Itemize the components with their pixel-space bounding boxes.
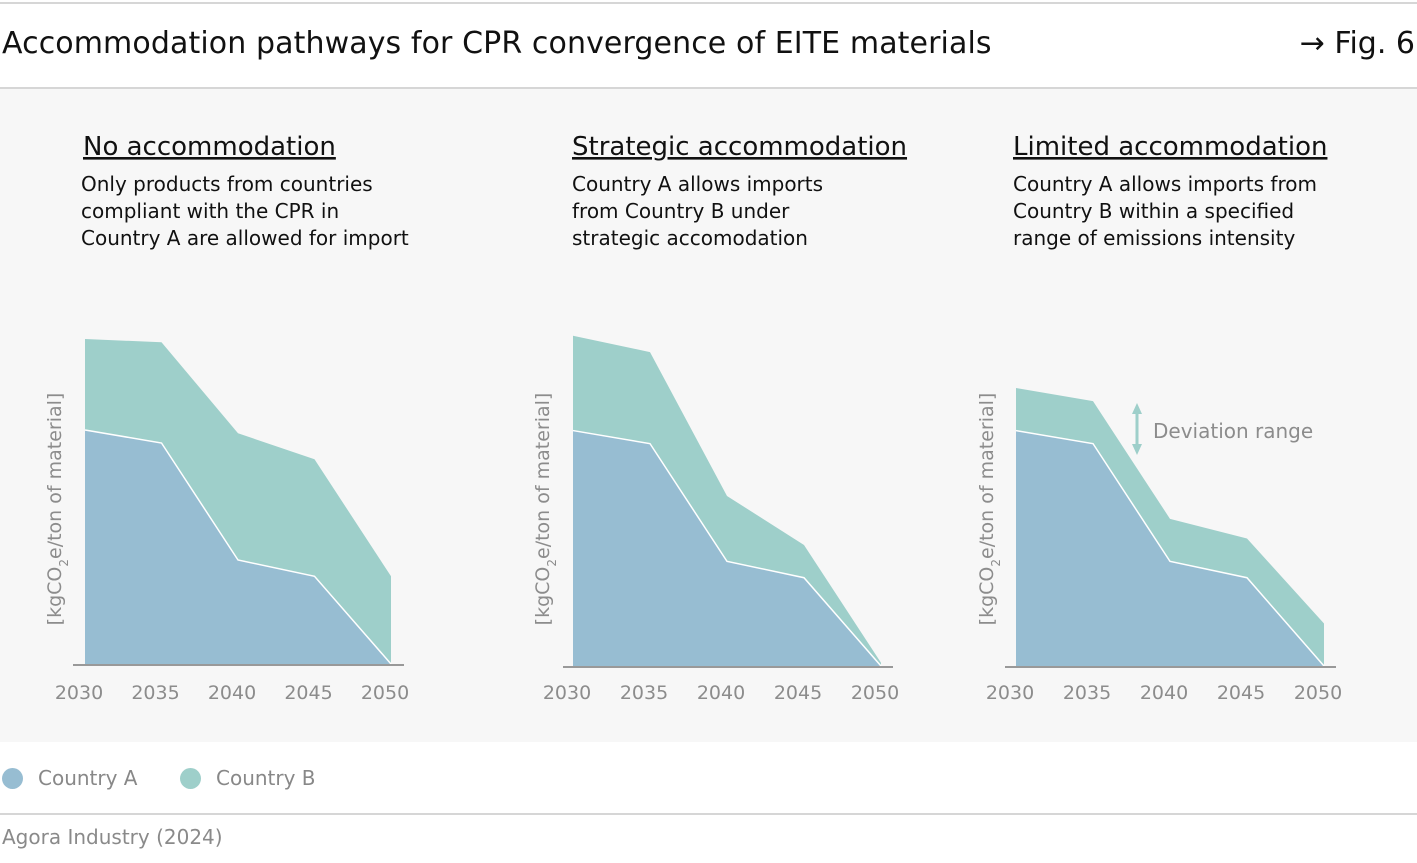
legend-item-country-a: Country A xyxy=(2,766,138,790)
chart-3-x-tick-label: 2045 xyxy=(1217,682,1265,704)
legend-label-country-a: Country A xyxy=(38,766,138,790)
legend-swatch-country-b xyxy=(180,767,201,789)
chart-2-title: Strategic accommodation xyxy=(572,132,907,162)
chart-1-title: No accommodation xyxy=(83,132,336,162)
chart-2-x-tick-label: 2045 xyxy=(774,682,822,704)
chart-3-subtitle-line: range of emissions intensity xyxy=(1013,226,1295,250)
chart-1-x-tick-label: 2035 xyxy=(131,682,179,704)
legend-label-country-b: Country B xyxy=(216,766,316,790)
chart-1-subtitle-line: Country A are allowed for import xyxy=(81,226,409,250)
legend-swatch-country-a xyxy=(2,767,23,789)
top-divider xyxy=(0,2,1417,4)
chart-3-deviation-arrow-up xyxy=(1132,403,1142,414)
chart-1-line-country-a xyxy=(84,429,392,665)
figure-reference: → Fig. 6 xyxy=(1299,26,1415,61)
page-title: Accommodation pathways for CPR convergen… xyxy=(2,26,992,61)
chart-1-x-tick-label: 2050 xyxy=(361,682,409,704)
chart-1-subtitle-line: Only products from countries xyxy=(81,172,373,196)
chart-1-y-axis-label: [kgCO2e/ton of material] xyxy=(44,393,71,626)
chart-2-x-tick-label: 2050 xyxy=(851,682,899,704)
chart-2-x-tick-label: 2040 xyxy=(697,682,745,704)
chart-3-x-tick-label: 2035 xyxy=(1063,682,1111,704)
chart-1-area-country-a xyxy=(85,430,391,664)
chart-2-subtitle-line: Country A allows imports xyxy=(572,172,823,196)
chart-3-line-country-a xyxy=(1015,429,1325,667)
chart-2-y-axis-label: [kgCO2e/ton of material] xyxy=(532,393,559,626)
chart-3-area-country-a xyxy=(1016,430,1324,666)
chart-3-x-tick-label: 2050 xyxy=(1294,682,1342,704)
chart-2-area-country-a xyxy=(573,430,881,666)
bottom-divider xyxy=(0,813,1417,815)
chart-3-x-tick-label: 2030 xyxy=(986,682,1034,704)
source-note: Agora Industry (2024) xyxy=(2,825,223,849)
chart-3-title: Limited accommodation xyxy=(1013,132,1327,162)
chart-2-line-country-a xyxy=(572,429,882,667)
chart-3-deviation-arrow-down xyxy=(1132,444,1142,455)
chart-2-subtitle-line: strategic accomodation xyxy=(572,226,808,250)
chart-3-x-tick-label: 2040 xyxy=(1140,682,1188,704)
chart-3-subtitle-line: Country B within a specified xyxy=(1013,199,1294,223)
chart-1-x-tick-label: 2045 xyxy=(284,682,332,704)
title-divider xyxy=(0,87,1417,89)
chart-2-subtitle-line: from Country B under xyxy=(572,199,790,223)
chart-3-y-axis-label: [kgCO2e/ton of material] xyxy=(976,393,1003,626)
chart-1-subtitle-line: compliant with the CPR in xyxy=(81,199,339,223)
legend-item-country-b: Country B xyxy=(180,766,316,790)
chart-1-x-tick-label: 2030 xyxy=(55,682,103,704)
chart-2-x-tick-label: 2035 xyxy=(620,682,668,704)
chart-3-subtitle-line: Country A allows imports from xyxy=(1013,172,1317,196)
chart-1-x-tick-label: 2040 xyxy=(208,682,256,704)
chart-2-x-tick-label: 2030 xyxy=(543,682,591,704)
chart-3-annotation-label: Deviation range xyxy=(1153,419,1313,443)
